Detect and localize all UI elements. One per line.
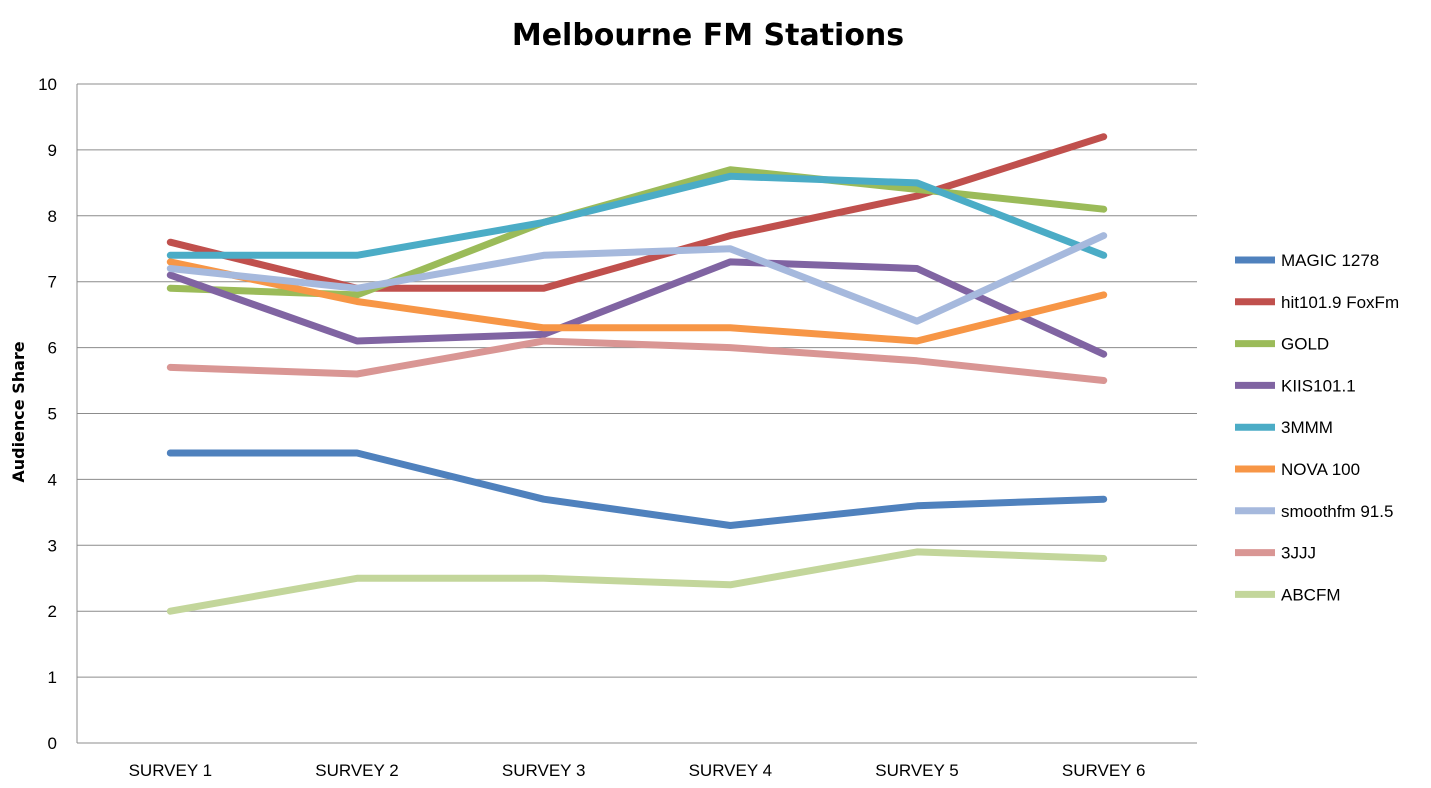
legend-label: KIIS101.1: [1281, 376, 1356, 395]
y-tick-label: 6: [48, 339, 57, 358]
legend-item: 3MMM: [1235, 418, 1333, 437]
series-line: [166, 258, 1108, 358]
y-tick-label: 2: [48, 602, 57, 621]
legend-item: 3JJJ: [1235, 544, 1316, 563]
y-tick-label: 5: [48, 405, 57, 424]
x-tick-label: SURVEY 5: [875, 761, 958, 780]
x-tick-label: SURVEY 3: [502, 761, 585, 780]
legend-label: MAGIC 1278: [1281, 251, 1379, 270]
series-line: [166, 172, 1108, 259]
x-tick-label: SURVEY 6: [1062, 761, 1145, 780]
y-tick-label: 1: [48, 668, 57, 687]
legend-item: KIIS101.1: [1235, 376, 1356, 395]
series-line: [166, 232, 1108, 325]
legend-item: hit101.9 FoxFm: [1235, 293, 1399, 312]
x-tick-label: SURVEY 1: [129, 761, 212, 780]
legend-label: smoothfm 91.5: [1281, 502, 1393, 521]
y-tick-label: 4: [48, 470, 57, 489]
legend-label: GOLD: [1281, 335, 1329, 354]
chart-title: Melbourne FM Stations: [512, 18, 904, 53]
series-lines: [166, 133, 1108, 615]
y-tick-label: 10: [38, 75, 57, 94]
legend-item: MAGIC 1278: [1235, 251, 1379, 270]
axes: [76, 84, 1197, 744]
legend-label: hit101.9 FoxFm: [1281, 293, 1399, 312]
gridlines: [77, 83, 1197, 678]
y-tick-label: 0: [48, 734, 57, 753]
legend-label: NOVA 100: [1281, 460, 1360, 479]
x-tick-label: SURVEY 2: [315, 761, 398, 780]
y-tick-label: 9: [48, 141, 57, 160]
legend-item: smoothfm 91.5: [1235, 502, 1393, 521]
y-tick-label: 8: [48, 207, 57, 226]
legend-label: 3MMM: [1281, 418, 1333, 437]
series-line: [166, 337, 1108, 384]
series-line: [166, 258, 1108, 345]
series-line: [166, 548, 1108, 615]
legend: MAGIC 1278 hit101.9 FoxFm GOLD KIIS101.1 3MM…: [1235, 251, 1399, 604]
legend-label: 3JJJ: [1281, 544, 1316, 563]
series-line: [166, 449, 1108, 529]
series-line: [166, 133, 1108, 292]
y-axis-label: Audience Share: [9, 341, 28, 482]
legend-item: GOLD: [1235, 335, 1329, 354]
legend-label: ABCFM: [1281, 585, 1341, 604]
x-tick-label: SURVEY 4: [689, 761, 772, 780]
legend-item: NOVA 100: [1235, 460, 1360, 479]
legend-item: ABCFM: [1235, 585, 1341, 604]
y-tick-label: 7: [48, 273, 57, 292]
x-tick-labels: SURVEY 1 SURVEY 2 SURVEY 3 SURVEY 4 SURVEY 5…: [129, 761, 1146, 780]
y-tick-label: 3: [48, 536, 57, 555]
y-tick-labels: 0 1 2 3 4 5 6 7 8 9 10: [38, 75, 57, 753]
